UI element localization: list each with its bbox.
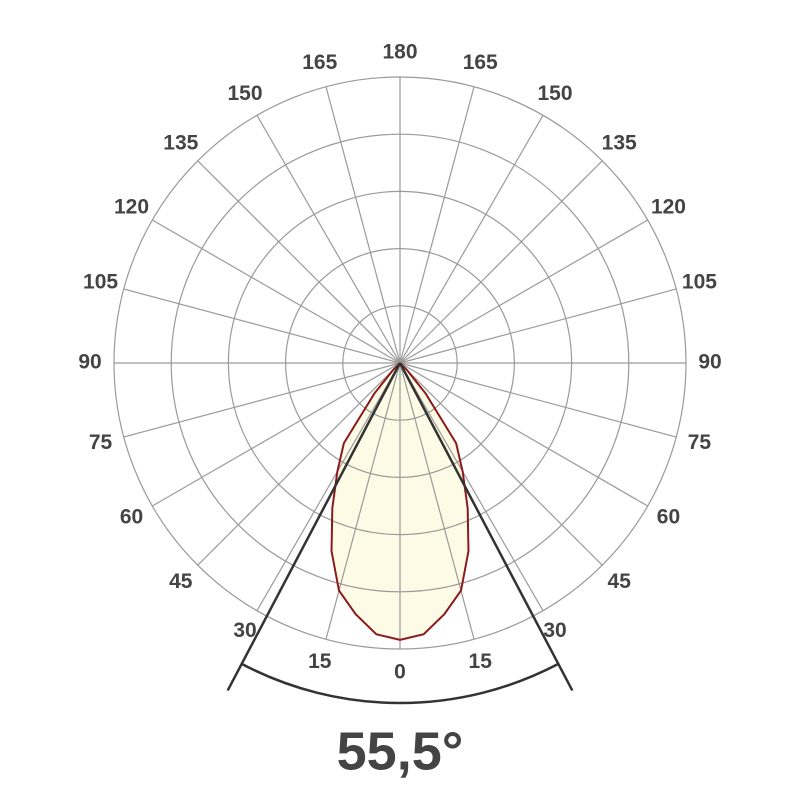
grid-spoke (399, 362, 648, 507)
beam-fill (331, 363, 400, 640)
angle-tick-label: 30 (543, 619, 566, 642)
angle-tick-label: 150 (227, 82, 262, 105)
angle-tick-label: 0 (394, 661, 406, 684)
angle-tick-label: 75 (89, 431, 113, 454)
angle-tick-label: 165 (463, 51, 498, 74)
angle-tick-label: 45 (608, 570, 632, 593)
angle-tick-label: 75 (688, 431, 712, 454)
beam-angle-line (226, 362, 402, 692)
grid-spoke (123, 288, 401, 364)
grid-spoke (399, 362, 544, 611)
grid-spoke (399, 362, 677, 438)
grid-spoke (197, 362, 401, 566)
beam-angle-arc (241, 662, 559, 705)
beam-angle-label: 55,5° (337, 721, 464, 781)
angle-tick-label: 90 (78, 351, 101, 374)
angle-tick-label: 15 (469, 650, 493, 673)
grid-spoke (399, 219, 648, 364)
beam-curve (399, 362, 470, 641)
angle-tick-label: 105 (83, 270, 118, 293)
beam-angle-line (398, 362, 574, 692)
beam-fill (400, 363, 469, 640)
grid-spoke (325, 362, 401, 640)
angle-tick-label: 15 (308, 650, 332, 673)
beam-curve (330, 362, 401, 641)
grid-spoke (399, 362, 603, 566)
grid-spoke (399, 362, 475, 640)
angle-tick-label: 120 (651, 196, 686, 219)
angle-tick-label: 60 (657, 506, 680, 529)
angle-tick-label: 105 (682, 270, 717, 293)
angle-tick-label: 120 (114, 196, 149, 219)
grid-spoke (197, 160, 401, 364)
angle-tick-label: 165 (302, 51, 337, 74)
grid-spoke (399, 86, 475, 364)
angle-tick-label: 90 (698, 351, 721, 374)
angle-tick-label: 180 (382, 41, 417, 64)
grid-spoke (256, 362, 401, 611)
angle-tick-label: 45 (169, 570, 193, 593)
angle-tick-label: 135 (602, 131, 637, 154)
angle-tick-label: 135 (163, 131, 198, 154)
grid-spoke (152, 219, 401, 364)
grid-spoke (152, 362, 401, 507)
grid-spoke (256, 115, 401, 364)
grid-spoke (325, 86, 401, 364)
angle-tick-label: 150 (537, 82, 572, 105)
grid-spoke (399, 160, 603, 364)
grid-spoke (399, 288, 677, 364)
grid-spoke (399, 115, 544, 364)
angle-tick-label: 60 (120, 506, 143, 529)
grid-spoke (123, 362, 401, 438)
angle-tick-label: 30 (233, 619, 256, 642)
